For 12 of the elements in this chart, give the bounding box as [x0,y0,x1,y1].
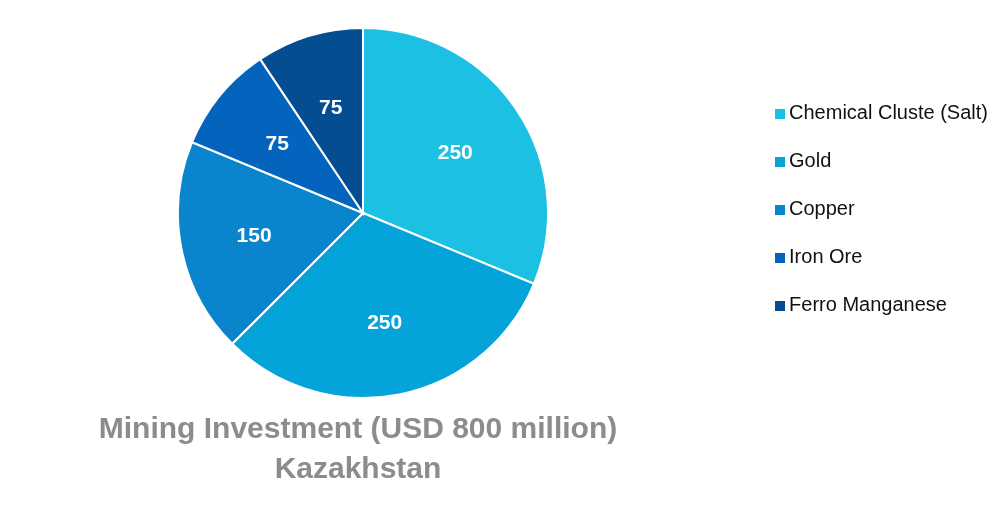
text: Mining Investment (USD 800 million) [97,410,619,446]
data-label: 250 [437,139,473,163]
legend-label: Copper [789,197,855,219]
text: Kazakhstan [273,450,443,486]
legend-label: Ferro Manganese [789,293,947,315]
legend-label: Iron Ore [789,245,863,267]
legend-label: Chemical Cluste (Salt) [789,101,988,123]
legend-label: Gold [789,149,832,171]
data-label: 75 [319,95,343,119]
data-label: 250 [367,310,403,334]
data-label: 150 [236,223,272,247]
data-label: 75 [265,131,290,155]
